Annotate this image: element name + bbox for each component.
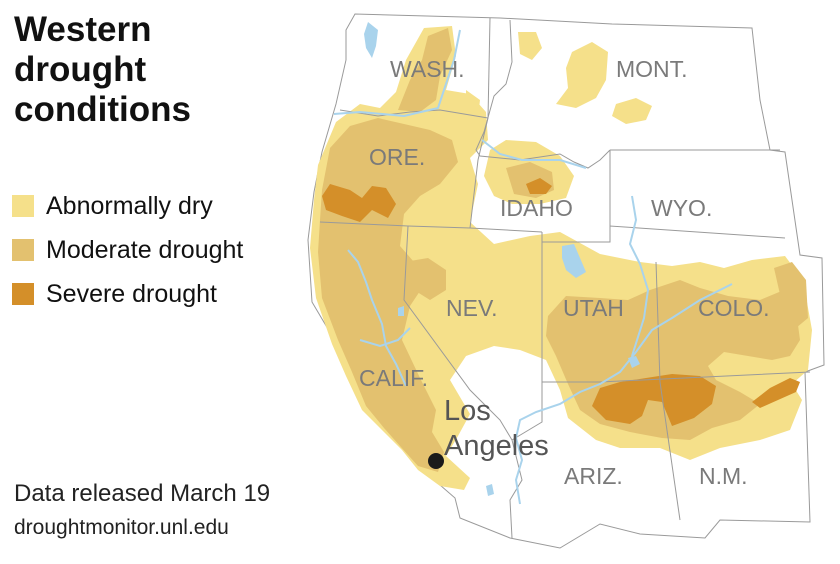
- salton-sea: [486, 484, 494, 496]
- data-release-note: Data released March 19: [14, 480, 271, 507]
- map-title: Western drought conditions: [14, 10, 191, 129]
- state-label-montana: MONT.: [616, 56, 688, 82]
- border-ut-co: [655, 261, 661, 383]
- state-label-colorado: COLO.: [698, 295, 770, 321]
- colorado-river: [514, 283, 733, 505]
- border-ca-nv: [403, 225, 513, 441]
- state-label-new-mexico: N.M.: [699, 463, 748, 489]
- legend-item-abnormally-dry: Abnormally dry: [12, 184, 243, 228]
- snake-river: [481, 139, 587, 169]
- state-label-nevada: NEV.: [446, 295, 498, 321]
- dry-region-montana-south: [612, 98, 652, 124]
- moderate-region-nevada-west: [404, 258, 446, 300]
- dry-region-idaho-panhandle: [466, 90, 480, 118]
- severe-region-oregon: [322, 184, 396, 222]
- state-label-oregon: ORE.: [369, 144, 425, 170]
- legend-swatch-abnormally-dry: [12, 195, 34, 217]
- border-or-ca-nv-id: [319, 221, 543, 233]
- state-borders: [319, 17, 811, 539]
- legend: Abnormally dry Moderate drought Severe d…: [12, 184, 243, 316]
- border-wy-ut-co: [542, 225, 786, 243]
- lake-tahoe: [398, 306, 404, 316]
- data-source: droughtmonitor.unl.edu: [14, 516, 229, 539]
- great-salt-lake: [562, 244, 586, 278]
- state-label-utah: UTAH: [563, 295, 624, 321]
- sacramento-river: [347, 249, 407, 387]
- border-id-mt: [475, 19, 611, 169]
- border-nv-az: [511, 382, 543, 441]
- legend-swatch-severe-drought: [12, 283, 34, 305]
- legend-label-abnormally-dry: Abnormally dry: [46, 191, 213, 220]
- severe-drought-area: [322, 178, 800, 426]
- border-wa-or: [339, 109, 489, 119]
- state-label-wyoming: WYO.: [651, 195, 712, 221]
- columbia-river: [333, 29, 461, 118]
- border-ut-az-nm-co: [542, 371, 811, 383]
- san-joaquin-river: [359, 327, 411, 348]
- city-label-line-1: Los: [444, 395, 491, 427]
- green-river: [628, 195, 650, 357]
- state-label-washington: WASH.: [390, 56, 465, 82]
- moderate-region-colorado-east: [774, 262, 808, 328]
- severe-region-new-mexico: [752, 378, 800, 408]
- border-az-nm: [659, 381, 681, 521]
- moderate-region-washington: [398, 28, 452, 112]
- border-or-id: [469, 117, 489, 229]
- legend-item-severe-drought: Severe drought: [12, 272, 243, 316]
- legend-label-moderate-drought: Moderate drought: [46, 235, 244, 264]
- dry-region-montana-north: [518, 32, 542, 60]
- legend-label-severe-drought: Severe drought: [46, 279, 217, 308]
- severe-region-four-corners: [592, 374, 716, 426]
- state-label-arizona: ARIZ.: [564, 463, 623, 489]
- dry-region-montana-east: [556, 42, 608, 108]
- los-angeles-marker-icon: [428, 453, 444, 469]
- water-features: [333, 22, 733, 505]
- city-label-line-2: Angeles: [444, 430, 549, 462]
- severe-region-idaho: [526, 178, 552, 194]
- border-wa-id: [487, 17, 491, 119]
- legend-swatch-moderate-drought: [12, 239, 34, 261]
- state-label-california: CALIF.: [359, 365, 428, 391]
- border-ca-az: [509, 439, 523, 539]
- state-label-idaho: IDAHO: [500, 195, 573, 221]
- legend-item-moderate-drought: Moderate drought: [12, 228, 243, 272]
- puget-sound: [364, 22, 378, 58]
